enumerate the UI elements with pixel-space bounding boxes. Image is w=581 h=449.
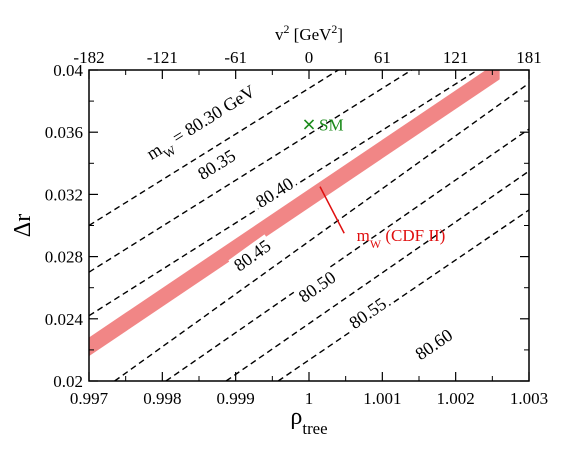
band-arrow [319,186,345,234]
sm-marker-b-0 [303,119,315,130]
series-line-1 [89,70,413,273]
plot-area [89,70,529,381]
top-tick-label-5: 121 [443,48,469,67]
top-tick-label-6: 181 [516,48,542,67]
series-label-bg-2 [250,172,299,213]
series-line-0 [89,70,339,227]
x-tick-label-5: 1.002 [437,389,475,408]
series-line-6 [277,209,529,381]
y-tick-label-2: 0.028 [45,248,83,267]
top-tick-label-3: 0 [305,48,314,67]
y-tick-label-1: 0.024 [45,310,84,329]
top-tick-label-2: -61 [224,48,247,67]
x-tick-label-2: 0.999 [217,389,255,408]
plot-frame [88,69,530,382]
series-label-bg-5 [343,292,392,335]
series-label-5: 80.55 [343,292,392,335]
x-tick-label-4: 1.001 [363,389,401,408]
top-tick-label-0: -182 [73,48,104,67]
top-tick-label-1: -121 [147,48,178,67]
x-tick-label-6: 1.003 [510,389,548,408]
x-axis-title: ρtree [290,404,327,438]
series-label-6: 80.60 [409,323,458,366]
series-label-bg-6 [409,323,458,366]
series-label-1: 80.35 [192,144,241,185]
sm-label-0: SM [319,115,344,134]
series-label-bg-3 [228,234,277,277]
x-tick-label-3: 1 [305,389,314,408]
band-label: mW (CDF II) [357,226,446,251]
axis-ticks: 0.997 0.998 0.999 1 1.001 1.002 1.003 -182 -121 -… [45,48,548,408]
y-tick-label-3: 0.032 [45,185,83,204]
series-label-bg-0 [141,79,264,170]
top-axis-title: v2 [GeV2] [275,22,343,44]
series-line-3 [114,82,529,381]
x-tick-label-0: 0.997 [70,389,109,408]
series-label-bg-4 [293,265,342,308]
series-label-4: 80.50 [293,265,342,308]
y-tick-label-5: 0.04 [53,61,83,80]
series-line-4 [165,128,529,381]
top-tick-label-4: 61 [374,48,391,67]
cdf-band [89,70,500,357]
series-label-bg-1 [192,144,241,185]
y-tick-label-4: 0.036 [45,123,83,142]
series-label-0: mW = 80.30 GeV [141,79,264,170]
series-line-2 [89,70,479,317]
y-tick-label-0: 0.02 [53,372,83,391]
series-line-5 [225,170,529,381]
x-tick-label-1: 0.998 [143,389,181,408]
y-axis-title: Δr [10,214,36,237]
